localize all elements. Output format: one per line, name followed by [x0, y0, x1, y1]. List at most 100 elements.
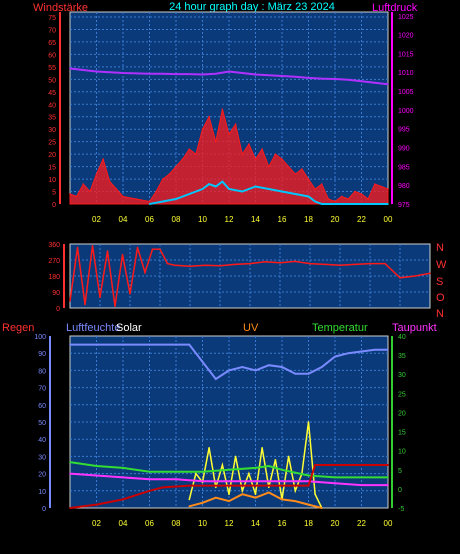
x-tick-label: 12	[225, 215, 234, 224]
y-tick-label-right: 20	[398, 410, 406, 417]
y-tick-label-right: 980	[398, 183, 410, 190]
humidity-title: Luftfeuchte	[66, 322, 120, 334]
series-b-en-point	[214, 185, 217, 188]
series-windrichtung-point	[294, 260, 296, 263]
x-tick-label: 08	[172, 215, 181, 224]
series-solar-point	[254, 493, 257, 496]
series-b-en-point	[281, 190, 283, 193]
series-windst-rke-point	[82, 183, 85, 185]
series-windrichtung-point	[76, 246, 79, 249]
series-regen-point	[148, 490, 151, 492]
series-luftdruck-point	[267, 74, 270, 77]
series-windrichtung-point	[151, 248, 154, 251]
x-tick-label: 18	[304, 519, 313, 528]
series-luftdruck-point	[320, 77, 323, 80]
series-luftdruck-point	[254, 73, 257, 76]
series-windst-rke-point	[122, 195, 124, 198]
series-windrichtung-point	[279, 261, 281, 264]
y-tick-label-left: 360	[48, 242, 60, 249]
y-tick-label-left: 40	[48, 102, 56, 109]
y-tick-label-right: 985	[398, 164, 410, 171]
y-tick-label-left: 180	[48, 274, 60, 281]
series-regen-point	[188, 484, 191, 487]
x-tick-label: 18	[304, 215, 313, 224]
series-solar-point	[228, 493, 230, 496]
series-luftfeuchte-point	[122, 343, 124, 346]
series-b-en-point	[320, 203, 323, 205]
series-luftfeuchte-point	[320, 366, 323, 368]
series-uv-point	[188, 505, 191, 508]
series-windrichtung-point	[144, 271, 146, 274]
series-temperatur-point	[201, 470, 204, 473]
series-luftfeuchte-point	[347, 352, 350, 355]
series-windst-rke-point	[234, 123, 237, 126]
x-tick-label: 04	[119, 519, 128, 528]
series-taupunkt-point	[254, 480, 257, 483]
series-windrichtung-point	[129, 292, 131, 295]
series-windst-rke-point	[387, 188, 389, 190]
series-luftfeuchte-point	[188, 343, 191, 346]
series-windst-rke-point	[254, 158, 257, 160]
series-regen	[69, 464, 388, 509]
series-regen-point	[95, 503, 98, 506]
series-taupunkt-point	[360, 484, 363, 486]
wind-pressure-panel: 0510152025303540455055606570759759809859…	[48, 11, 414, 224]
series-windst-rke-point	[208, 115, 210, 118]
compass-s: S	[436, 276, 443, 288]
series-luftfeuchte-point	[148, 343, 151, 346]
series-taupunkt-point	[281, 480, 283, 483]
series-windrichtung-point	[204, 264, 206, 267]
series-luftfeuchte-point	[228, 369, 230, 372]
y-tick-label-right: 40	[398, 334, 406, 341]
series-windst-rke-point	[188, 148, 191, 150]
x-tick-label: 02	[92, 519, 101, 528]
series-uv-point	[254, 496, 257, 499]
y-tick-label-left: 0	[52, 202, 56, 209]
series-regen-point	[314, 464, 316, 466]
series-taupunkt-point	[69, 472, 71, 475]
x-tick-label: 10	[198, 519, 207, 528]
y-tick-label-right: 30	[398, 372, 406, 379]
series-b-en-point	[294, 193, 297, 195]
series-temperatur-point	[228, 468, 230, 471]
series-regen-point	[122, 498, 124, 501]
series-windrichtung-point	[106, 250, 109, 252]
y-tick-label-left: 90	[52, 290, 60, 297]
x-tick-label: 02	[92, 215, 101, 224]
series-windst-rke-point	[195, 153, 197, 155]
y-tick-label-left: 15	[48, 165, 56, 172]
series-luftfeuchte-point	[95, 343, 98, 346]
series-windst-rke-point	[380, 185, 383, 188]
series-windst-rke-point	[340, 195, 343, 198]
chart-title: 24 hour graph day : März 23 2024	[169, 1, 335, 13]
y-tick-label-left: 90	[38, 351, 46, 358]
dewpoint-title: Taupunkt	[392, 322, 437, 334]
series-windrichtung-point	[249, 262, 251, 265]
series-windrichtung-point	[324, 263, 326, 266]
uv-title: UV	[243, 322, 259, 334]
series-windrichtung-point	[219, 264, 221, 267]
series-windst-rke-point	[201, 128, 204, 130]
series-windrichtung-point	[69, 300, 71, 302]
series-windrichtung-point	[414, 275, 416, 277]
series-b-en-point	[221, 180, 224, 183]
series-temperatur-point	[281, 468, 283, 471]
series-b-en-point	[334, 203, 336, 205]
x-tick-label: 14	[251, 519, 260, 528]
series-b-en-point	[307, 195, 310, 198]
series-uv-point	[307, 503, 310, 506]
series-luftdruck-point	[175, 73, 177, 75]
series-windst-rke-point	[327, 198, 330, 200]
wind-axis-title: Windstärke	[33, 2, 88, 14]
series-luftfeuchte-point	[373, 348, 376, 351]
y-tick-label-left: 270	[48, 258, 60, 265]
series-solar-point	[307, 421, 310, 423]
series-uv-point	[320, 507, 323, 509]
series-luftfeuchte-point	[214, 378, 217, 380]
series-temperatur-point	[69, 461, 71, 463]
series-luftfeuchte-point	[294, 373, 297, 375]
series-windst-rke-point	[294, 173, 297, 175]
x-tick-label: 14	[251, 215, 260, 224]
series-windst-rke-point	[301, 168, 303, 170]
series-luftfeuchte-point	[254, 369, 257, 372]
